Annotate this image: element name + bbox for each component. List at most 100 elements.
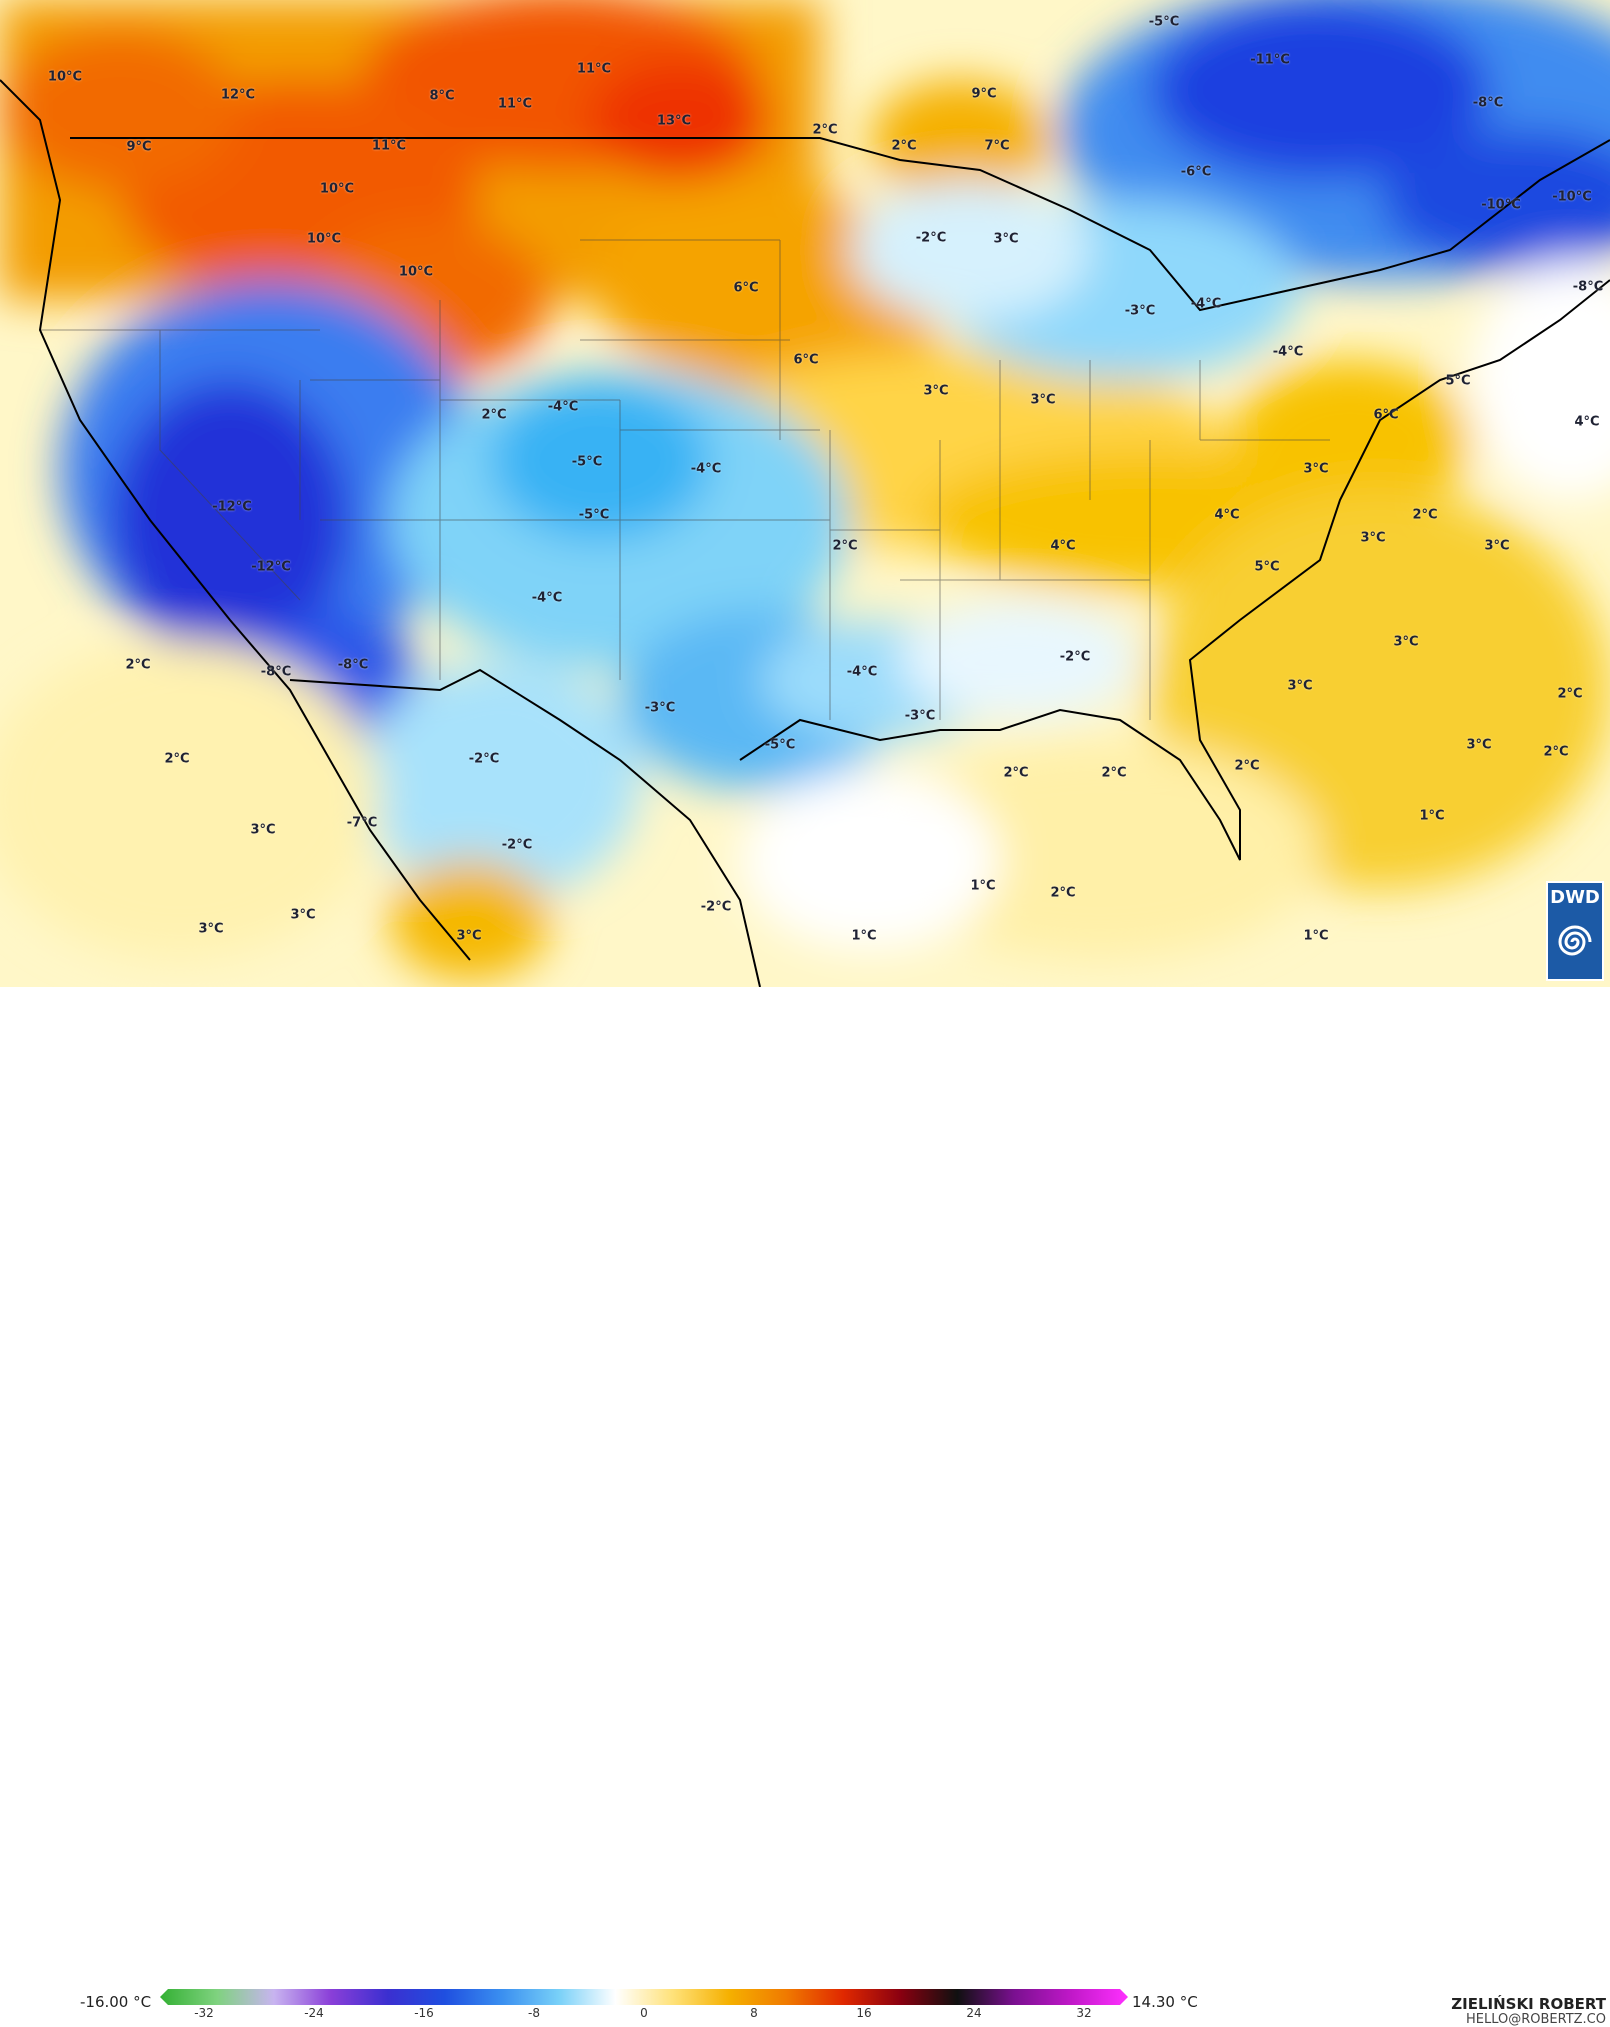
temperature-label: -8°C xyxy=(1472,95,1504,111)
temperature-label: 3°C xyxy=(1393,634,1419,650)
temperature-label: 3°C xyxy=(290,907,316,923)
temperature-label: -8°C xyxy=(337,657,369,673)
temperature-label: -6°C xyxy=(1180,164,1212,180)
legend-max-label: 14.30 °C xyxy=(1132,1993,1198,2011)
temperature-label: 9°C xyxy=(971,86,997,102)
legend-tick-label: 8 xyxy=(750,2006,758,2020)
temperature-label: -2°C xyxy=(468,751,500,767)
temperature-label: 3°C xyxy=(250,822,276,838)
author-email: HELLO@ROBERTZ.CO xyxy=(1465,2012,1606,2027)
temperature-label: 11°C xyxy=(371,138,407,154)
temperature-label: -5°C xyxy=(764,737,796,753)
temperature-label: 2°C xyxy=(812,122,838,138)
legend-tick-label: -24 xyxy=(304,2006,324,2020)
temperature-label: 3°C xyxy=(1484,538,1510,554)
temperature-label: 3°C xyxy=(1287,678,1313,694)
temperature-label: 3°C xyxy=(198,921,224,937)
temperature-label: 2°C xyxy=(1234,758,1260,774)
temperature-label: -2°C xyxy=(501,837,533,853)
temperature-label: 11°C xyxy=(576,61,612,77)
temperature-label: 2°C xyxy=(1101,765,1127,781)
temperature-label: 2°C xyxy=(1050,885,1076,901)
temperature-label: -2°C xyxy=(1059,649,1091,665)
temperature-label: -2°C xyxy=(915,230,947,246)
dwd-logo: DWD xyxy=(1546,881,1604,981)
temperature-label: 3°C xyxy=(993,231,1019,247)
temperature-label: -4°C xyxy=(547,399,579,415)
temperature-label: -2°C xyxy=(700,899,732,915)
temperature-label: -4°C xyxy=(531,590,563,606)
temperature-label: -5°C xyxy=(1148,14,1180,30)
temperature-label: -5°C xyxy=(571,454,603,470)
temperature-label: -10°C xyxy=(1481,197,1521,213)
author-name: ZIELIŃSKI ROBERT xyxy=(1451,1995,1606,2013)
temperature-label: 8°C xyxy=(429,88,455,104)
legend-min-label: -16.00 °C xyxy=(80,1993,152,2011)
temperature-label: 4°C xyxy=(1574,414,1600,430)
temperature-label: -4°C xyxy=(1272,344,1304,360)
temperature-label: -12°C xyxy=(212,499,252,515)
temperature-label: -5°C xyxy=(578,507,610,523)
temperature-label: 11°C xyxy=(497,96,533,112)
temperature-label: -3°C xyxy=(1124,303,1156,319)
temperature-label: 13°C xyxy=(656,113,692,129)
temperature-label: 12°C xyxy=(220,87,256,103)
temperature-label: 2°C xyxy=(481,407,507,423)
temperature-label: -4°C xyxy=(690,461,722,477)
legend-colorbar xyxy=(160,1989,1128,2005)
temperature-label: 10°C xyxy=(306,231,342,247)
temperature-label: 2°C xyxy=(125,657,151,673)
temperature-label: 3°C xyxy=(1360,530,1386,546)
temperature-label: -8°C xyxy=(260,664,292,680)
temperature-label: 2°C xyxy=(1557,686,1583,702)
temperature-label: 1°C xyxy=(970,878,996,894)
temperature-label: -11°C xyxy=(1250,52,1290,68)
map-canvas xyxy=(0,0,1610,987)
temperature-label: 1°C xyxy=(851,928,877,944)
temperature-label: -8°C xyxy=(1572,279,1604,295)
spiral-icon xyxy=(1558,925,1592,956)
temperature-label: 4°C xyxy=(1214,507,1240,523)
temperature-label: 3°C xyxy=(456,928,482,944)
temperature-label: 2°C xyxy=(1543,744,1569,760)
temperature-label: -4°C xyxy=(846,664,878,680)
dwd-logo-text: DWD xyxy=(1550,887,1600,908)
temperature-label: 1°C xyxy=(1303,928,1329,944)
temperature-label: 10°C xyxy=(47,69,83,85)
temperature-label: 9°C xyxy=(126,139,152,155)
legend-footer: -16.00 °C 14.30 °C -32 -24 -16 -8 0 8 16 24 32 Z… xyxy=(0,987,1610,2027)
temperature-label: -7°C xyxy=(346,815,378,831)
temperature-label: 6°C xyxy=(733,280,759,296)
temperature-label: 2°C xyxy=(1412,507,1438,523)
temperature-label: 10°C xyxy=(398,264,434,280)
temperature-label: 6°C xyxy=(793,352,819,368)
temperature-label: 7°C xyxy=(984,138,1010,154)
temperature-label: 3°C xyxy=(923,383,949,399)
temperature-label: -4°C xyxy=(1190,296,1222,312)
temperature-label: 1°C xyxy=(1419,808,1445,824)
legend-tick-label: 32 xyxy=(1076,2006,1092,2020)
temperature-label: 5°C xyxy=(1254,559,1280,575)
temperature-label: 6°C xyxy=(1373,407,1399,423)
temperature-label: -12°C xyxy=(251,559,291,575)
temperature-label: 2°C xyxy=(1003,765,1029,781)
legend-tick-label: -8 xyxy=(528,2006,540,2020)
temperature-label: 3°C xyxy=(1303,461,1329,477)
temperature-label: 3°C xyxy=(1030,392,1056,408)
temperature-label: 3°C xyxy=(1466,737,1492,753)
temperature-label: -3°C xyxy=(904,708,936,724)
legend-tick-label: 0 xyxy=(640,2006,648,2020)
temperature-label: -3°C xyxy=(644,700,676,716)
legend-tick-label: -32 xyxy=(194,2006,214,2020)
legend-tick-label: -16 xyxy=(414,2006,434,2020)
temperature-label: 2°C xyxy=(891,138,917,154)
temperature-label: 4°C xyxy=(1050,538,1076,554)
legend-tick-label: 24 xyxy=(966,2006,982,2020)
temperature-label: 10°C xyxy=(319,181,355,197)
temperature-label: 2°C xyxy=(832,538,858,554)
legend-tick-label: 16 xyxy=(856,2006,872,2020)
temperature-label: 5°C xyxy=(1445,373,1471,389)
temperature-label: -10°C xyxy=(1552,189,1592,205)
temperature-map: 10°C 12°C 8°C 11°C 11°C 13°C 9°C 11°C 10°C 10°C 10… xyxy=(0,0,1610,987)
temperature-label: 2°C xyxy=(164,751,190,767)
